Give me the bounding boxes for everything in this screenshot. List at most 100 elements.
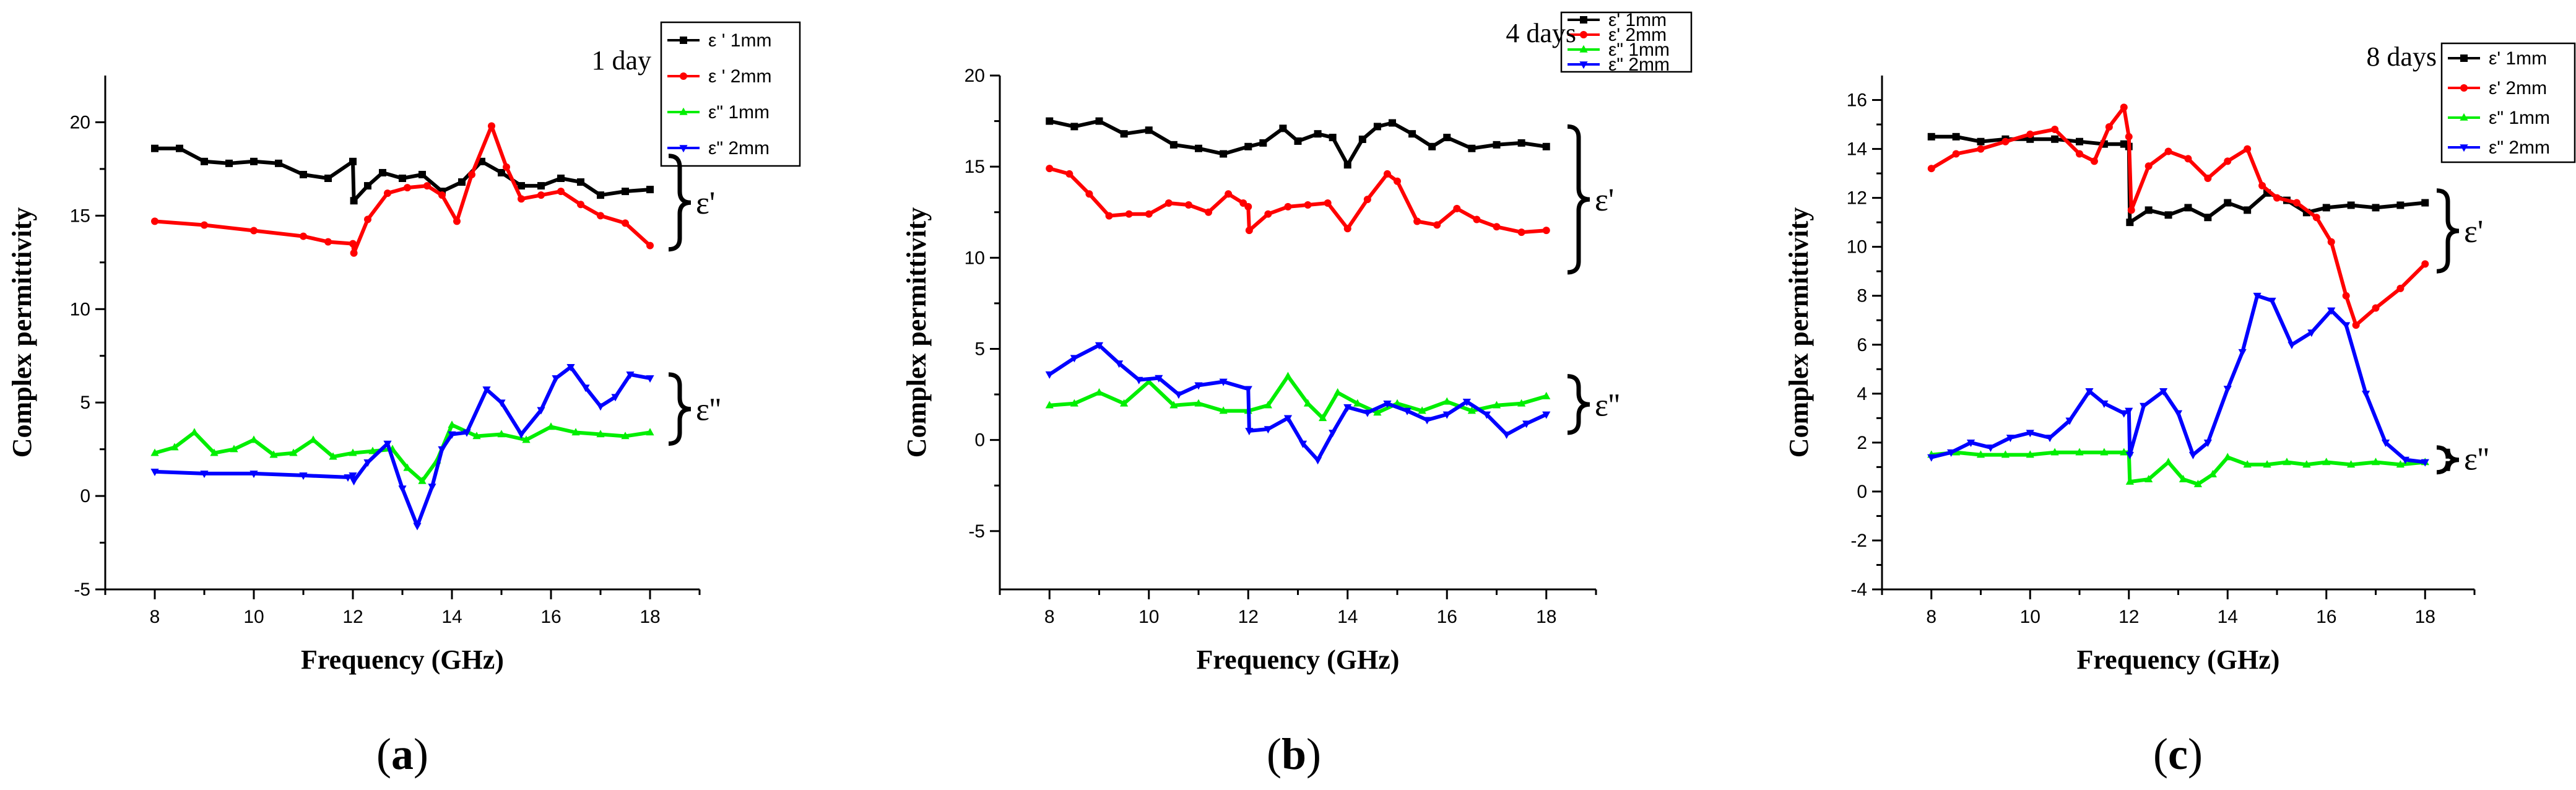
- data-point: [2381, 440, 2390, 448]
- data-point: [1408, 130, 1416, 138]
- data-point: [1244, 386, 1252, 394]
- panel-a: 8 10 12 14 16 18 -5 0 5 10 15 20 Frequency (GHz) Comp…: [7, 21, 801, 779]
- data-point: [2001, 137, 2010, 145]
- data-point: [2288, 341, 2296, 349]
- legend-box: [660, 21, 801, 167]
- data-point: [1070, 355, 1078, 363]
- data-point: [2204, 175, 2212, 182]
- data-point: [1105, 212, 1113, 220]
- data-point: [1304, 201, 1312, 209]
- x-axis-title: Frequency (GHz): [301, 645, 504, 675]
- legend-label: ε' 2mm: [1608, 25, 1667, 45]
- data-point: [621, 432, 630, 440]
- data-point: [344, 474, 352, 482]
- data-point: [453, 217, 461, 225]
- data-point: [350, 249, 358, 257]
- data-point: [1952, 150, 1960, 158]
- time-annotation: 1 day: [591, 45, 651, 76]
- data-point: [622, 188, 629, 196]
- x-tick-label: 18: [640, 607, 660, 627]
- data-point: [2396, 460, 2405, 468]
- data-point: [1443, 134, 1451, 142]
- data-point: [2312, 214, 2320, 222]
- data-point: [1927, 454, 1936, 462]
- data-point: [2085, 388, 2094, 396]
- data-point: [404, 184, 411, 192]
- data-point: [299, 472, 308, 480]
- data-point: [2125, 132, 2133, 141]
- data-point: [1482, 411, 1491, 419]
- data-point: [1194, 382, 1203, 390]
- brace-imag: [1567, 374, 1590, 435]
- data-point: [1145, 377, 1153, 385]
- data-point: [200, 471, 209, 479]
- legend-label: ε' 2mm: [2489, 78, 2547, 98]
- x-tick-label: 10: [2020, 607, 2040, 627]
- data-point: [2193, 479, 2202, 487]
- y-tick-label: 0: [80, 486, 90, 506]
- y-tick-label: 2: [1857, 433, 1867, 453]
- data-point: [1184, 201, 1192, 209]
- data-point: [249, 471, 258, 479]
- data-point: [2090, 157, 2098, 165]
- data-point: [1502, 432, 1511, 440]
- y-tick-label: 10: [965, 248, 985, 268]
- data-point: [2372, 204, 2380, 212]
- data-point: [1245, 227, 1253, 235]
- data-point: [2184, 155, 2192, 163]
- data-point: [349, 157, 357, 165]
- data-point: [448, 431, 456, 439]
- data-point: [2238, 349, 2247, 357]
- data-point: [1977, 145, 1985, 153]
- data-point: [1324, 199, 1332, 207]
- series-line: [1049, 167, 1547, 235]
- data-point: [1517, 228, 1525, 237]
- data-point: [1343, 225, 1351, 233]
- series-2: [150, 420, 654, 484]
- data-point: [2006, 435, 2014, 443]
- data-point: [547, 422, 555, 430]
- y-tick-label: 8: [1857, 286, 1867, 306]
- data-point: [1353, 399, 1362, 407]
- y-tick-label: 0: [974, 430, 985, 451]
- data-point: [379, 168, 386, 176]
- group-label-real: ε': [2464, 214, 2483, 250]
- data-point: [329, 452, 337, 460]
- data-point: [1329, 430, 1337, 438]
- data-point: [1453, 204, 1461, 212]
- data-point: [150, 469, 159, 477]
- data-point: [2026, 450, 2034, 458]
- data-point: [2164, 458, 2173, 466]
- legend: ε ' 1mm ε ' 2mm ε" 1mm ε" 2mm: [660, 21, 801, 167]
- data-point: [1373, 408, 1382, 416]
- data-point: [552, 375, 560, 383]
- data-point: [1294, 137, 1302, 145]
- data-point: [2001, 450, 2010, 458]
- data-point: [1244, 142, 1252, 150]
- data-point: [403, 463, 412, 471]
- data-point: [1095, 388, 1104, 396]
- data-point: [468, 170, 475, 178]
- y-tick-label: 5: [80, 393, 90, 413]
- data-point: [1070, 399, 1078, 407]
- data-point: [2371, 458, 2380, 466]
- data-point: [581, 384, 590, 393]
- data-point: [2396, 284, 2405, 292]
- data-point: [2184, 204, 2192, 212]
- data-point: [1927, 132, 1935, 141]
- data-point: [2174, 410, 2183, 418]
- data-point: [2342, 292, 2350, 300]
- data-point: [2268, 297, 2276, 305]
- data-point: [2045, 435, 2054, 443]
- data-point: [2421, 459, 2429, 467]
- legend-marker: [2460, 54, 2468, 62]
- data-point: [399, 175, 406, 182]
- data-point: [488, 122, 495, 130]
- series-3: [1927, 292, 2429, 467]
- data-point: [1283, 415, 1293, 423]
- data-point: [249, 435, 258, 443]
- y-tick-label: 20: [70, 112, 90, 132]
- data-point: [1264, 210, 1272, 218]
- data-point: [1245, 428, 1254, 436]
- data-point: [1195, 144, 1202, 152]
